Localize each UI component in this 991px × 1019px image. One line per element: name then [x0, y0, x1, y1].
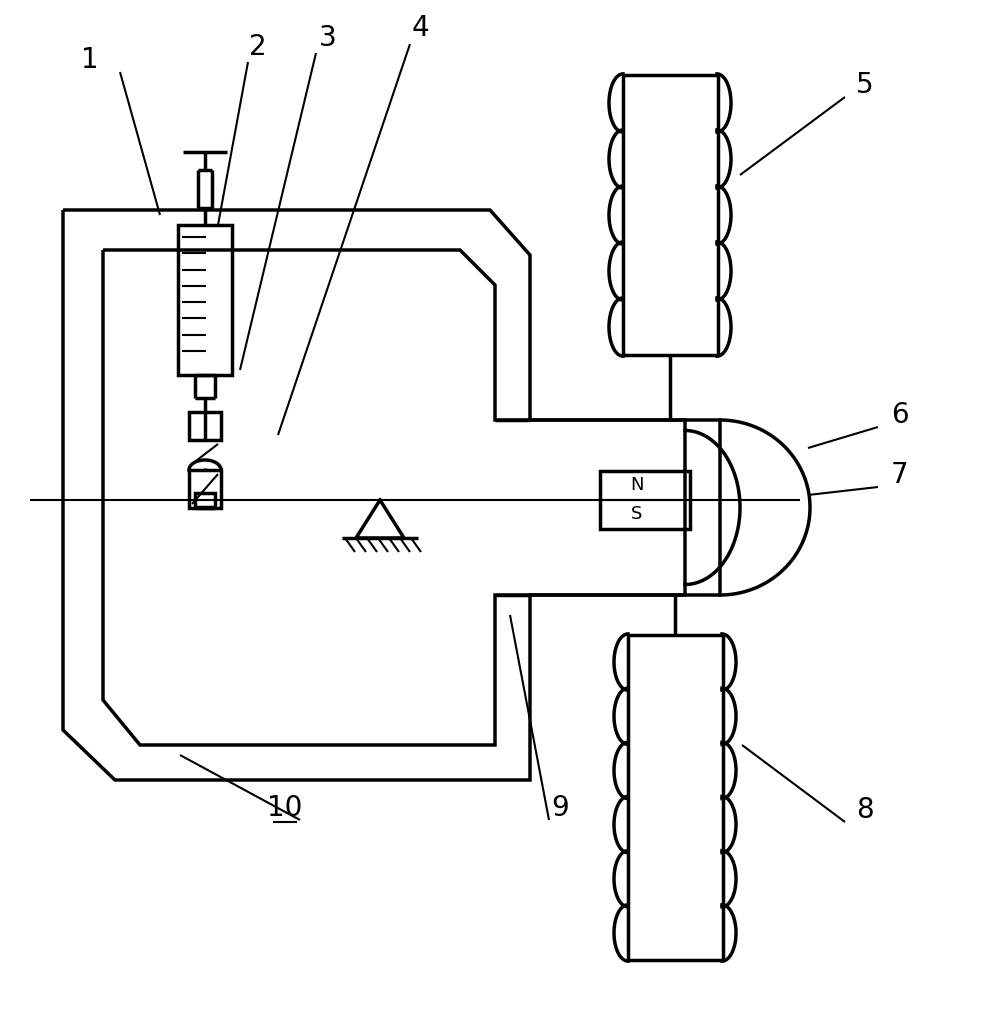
Bar [178, 225, 232, 375]
Text: 6: 6 [891, 401, 909, 429]
Text: 3: 3 [319, 24, 337, 52]
Text: S: S [631, 505, 643, 523]
Bar [623, 75, 718, 355]
Bar [195, 493, 215, 507]
Text: 5: 5 [856, 71, 874, 99]
Text: 4: 4 [411, 14, 429, 42]
Text: 2: 2 [249, 33, 267, 61]
Text: 8: 8 [856, 796, 874, 824]
Text: 7: 7 [891, 461, 909, 489]
Text: 9: 9 [551, 794, 569, 822]
Bar [628, 635, 723, 960]
Bar [600, 471, 690, 529]
Text: 1: 1 [81, 46, 99, 74]
Text: N: N [630, 476, 644, 494]
Bar [189, 470, 221, 508]
Text: 10: 10 [268, 794, 302, 822]
Bar [189, 412, 221, 440]
